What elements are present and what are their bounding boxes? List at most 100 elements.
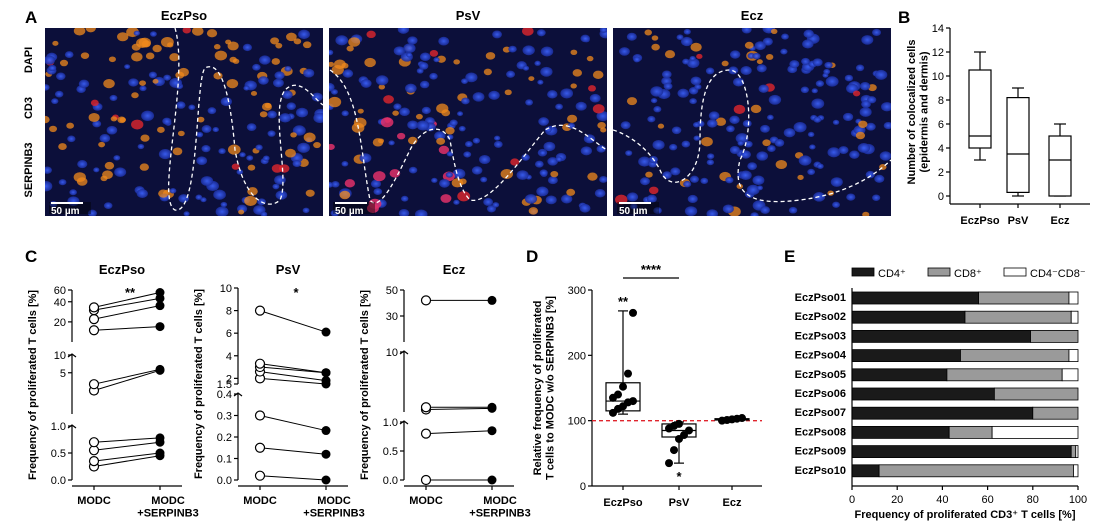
cell-nucleus: [169, 188, 177, 194]
cell-nucleus: [453, 199, 460, 205]
cell-nucleus: [260, 211, 268, 216]
pair-connector: [93, 297, 161, 311]
cell-nucleus: [436, 103, 449, 114]
cell-nucleus: [588, 85, 596, 92]
y-tick-label: 0.3: [217, 411, 232, 423]
cell-nucleus: [439, 178, 450, 188]
point-modc-serpinb3: [155, 288, 165, 298]
y-tick-label: 0.5: [51, 448, 66, 460]
cell-nucleus: [284, 65, 292, 72]
y-tick-label: 10: [54, 350, 66, 362]
point-modc-serpinb3: [155, 301, 165, 311]
scale-bar: 50 µm: [617, 202, 659, 217]
cell-nucleus: [516, 170, 529, 180]
cell-nucleus: [508, 45, 517, 53]
point-modc: [88, 302, 100, 313]
cell-nucleus: [214, 50, 228, 61]
cell-nucleus: [725, 176, 734, 184]
bar-segment-cd8: [948, 425, 993, 439]
cell-nucleus: [522, 65, 530, 71]
pair-connector: [425, 430, 493, 435]
y-tick-label: 300: [568, 285, 586, 297]
point-modc-serpinb3: [321, 426, 331, 436]
cell-nucleus: [236, 169, 244, 175]
axis-break-mark: [67, 424, 77, 429]
cell-nucleus: [807, 131, 815, 138]
panel-label-c: C: [25, 247, 37, 266]
cell-nucleus: [131, 52, 143, 62]
cell-nucleus: [543, 141, 556, 152]
point-modc-serpinb3: [321, 376, 331, 386]
point-modc: [88, 314, 100, 325]
cell-nucleus: [440, 194, 452, 203]
cell-nucleus: [620, 121, 631, 130]
cell-nucleus: [77, 160, 88, 169]
cell-nucleus: [824, 61, 833, 69]
x-tick-label: 20: [891, 494, 903, 506]
cell-nucleus: [431, 177, 438, 183]
cell-nucleus: [575, 101, 587, 111]
cell-nucleus: [415, 113, 423, 120]
cell-nucleus: [353, 117, 367, 128]
cell-nucleus: [152, 78, 159, 84]
cell-nucleus: [865, 122, 876, 131]
cell-nucleus: [373, 188, 383, 196]
point-modc: [88, 456, 100, 467]
box-body: [1048, 135, 1072, 197]
cell-nucleus: [855, 131, 866, 140]
cell-nucleus: [752, 52, 761, 60]
cell-nucleus: [85, 28, 96, 33]
x-tick-label: MODC: [409, 495, 443, 507]
cell-nucleus: [380, 117, 394, 128]
cell-nucleus: [284, 148, 296, 158]
chart-title: EczPso: [99, 262, 145, 277]
cell-nucleus: [213, 72, 223, 80]
cell-nucleus: [483, 198, 494, 206]
cell-nucleus: [862, 211, 870, 216]
x-tick-label: EczPso: [960, 215, 999, 227]
sample-pair: [88, 288, 165, 313]
cell-nucleus: [540, 66, 553, 77]
cell-nucleus: [341, 110, 349, 117]
cell-nucleus: [201, 125, 212, 133]
axis-break-mark: [399, 420, 409, 425]
scale-bar-background: [49, 202, 91, 214]
cell-nucleus: [139, 80, 146, 86]
cell-nucleus: [329, 143, 335, 150]
point-modc-serpinb3: [155, 433, 165, 443]
cell-nucleus: [872, 194, 881, 201]
panel-label-a: A: [25, 8, 37, 27]
sample-pair: [254, 410, 331, 436]
cell-nucleus: [370, 179, 382, 188]
cell-nucleus: [329, 82, 335, 92]
sample-pair: [420, 295, 497, 306]
cell-nucleus: [463, 151, 472, 158]
cell-nucleus: [525, 99, 534, 106]
cell-nucleus: [842, 112, 854, 122]
cell-nucleus: [45, 181, 53, 192]
cell-nucleus: [625, 150, 633, 156]
y-tick-label: 2: [938, 167, 944, 179]
sample-pair: [420, 474, 497, 486]
cell-nucleus: [647, 115, 656, 123]
cell-nucleus: [272, 78, 284, 88]
data-point: [738, 414, 746, 423]
cell-nucleus: [183, 211, 190, 216]
pair-connector: [425, 407, 493, 411]
y-tick-label: 4: [938, 143, 944, 155]
row-label: EczPso10: [795, 465, 846, 477]
cell-nucleus: [600, 127, 607, 133]
cell-nucleus: [740, 150, 751, 159]
x-tick-label: 40: [936, 494, 948, 506]
cell-nucleus: [286, 32, 297, 42]
cell-nucleus: [592, 70, 604, 80]
cell-nucleus: [547, 176, 558, 185]
x-tick-label: MODC: [243, 495, 277, 507]
cell-nucleus: [485, 52, 496, 60]
cell-nucleus: [366, 30, 376, 39]
cell-nucleus: [756, 151, 769, 161]
cell-nucleus: [537, 79, 544, 85]
bar-segment-cd8: [1070, 445, 1077, 459]
cell-nucleus: [383, 95, 394, 104]
